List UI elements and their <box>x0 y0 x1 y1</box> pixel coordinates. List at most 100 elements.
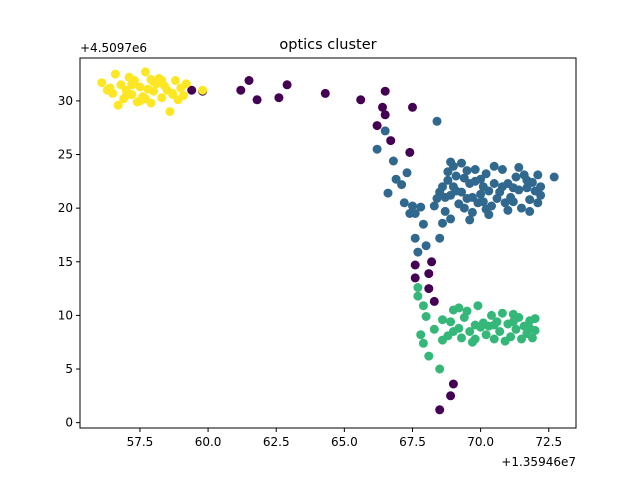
data-point <box>397 180 407 190</box>
data-point <box>522 183 532 193</box>
data-point <box>451 171 461 181</box>
data-point <box>113 100 123 110</box>
data-point <box>478 197 488 207</box>
data-point <box>446 317 456 327</box>
data-point <box>418 301 428 311</box>
y-tick-label: 5 <box>65 362 73 376</box>
data-point <box>386 136 396 146</box>
data-point <box>440 192 450 202</box>
y-tick-label: 0 <box>65 416 73 430</box>
data-point <box>465 327 475 336</box>
data-point <box>236 85 246 95</box>
data-point <box>462 166 472 176</box>
data-point <box>525 206 535 216</box>
x-tick-label: 65.0 <box>331 435 358 449</box>
data-point <box>489 334 499 344</box>
data-point <box>443 167 453 177</box>
data-point <box>413 247 423 257</box>
data-point <box>448 327 458 336</box>
data-point <box>424 351 434 361</box>
data-point <box>380 86 390 96</box>
data-point <box>522 175 532 185</box>
data-point <box>462 306 472 316</box>
data-point <box>497 182 507 192</box>
data-point <box>446 157 456 167</box>
data-point <box>435 233 445 243</box>
data-point <box>418 219 428 229</box>
data-point <box>149 77 159 87</box>
data-point <box>179 91 189 100</box>
data-point <box>470 334 480 344</box>
data-point <box>140 94 150 104</box>
data-point <box>198 85 208 95</box>
data-point <box>487 310 496 320</box>
data-point <box>549 172 559 182</box>
data-point <box>413 283 423 292</box>
data-point <box>481 204 491 214</box>
data-point <box>508 197 518 207</box>
data-point <box>157 76 167 85</box>
data-point <box>429 296 439 306</box>
data-point <box>170 76 180 85</box>
data-point <box>427 257 437 267</box>
y-tick-label: 20 <box>58 201 73 215</box>
data-point <box>378 102 387 112</box>
data-point <box>438 315 447 325</box>
plot-area-frame <box>79 57 577 429</box>
data-point <box>438 182 447 192</box>
chart-title: optics cluster <box>279 37 376 53</box>
data-point <box>157 93 167 103</box>
data-point <box>418 338 428 348</box>
data-point <box>105 83 115 93</box>
data-point <box>320 88 330 98</box>
data-point <box>506 332 516 342</box>
data-point <box>517 203 526 213</box>
x-tick-label: 60.0 <box>195 435 222 449</box>
data-point <box>536 182 546 192</box>
data-point <box>383 188 393 198</box>
data-point <box>514 162 524 172</box>
data-point <box>127 80 137 90</box>
data-point <box>446 214 456 224</box>
data-point <box>467 207 477 217</box>
data-point <box>484 186 494 196</box>
data-point <box>252 95 262 105</box>
data-point <box>495 327 505 336</box>
data-point <box>410 209 420 218</box>
x-tick-label: 72.5 <box>535 435 562 449</box>
data-point <box>459 203 469 213</box>
x-offset-label: +1.35946e7 <box>501 455 576 469</box>
data-point <box>244 76 254 85</box>
data-point <box>446 391 456 401</box>
data-point <box>410 233 420 243</box>
data-point <box>457 333 466 343</box>
data-point <box>429 201 439 211</box>
data-point <box>135 82 145 92</box>
data-point <box>533 198 543 208</box>
data-point <box>476 189 486 199</box>
data-point <box>410 260 420 270</box>
data-point <box>391 174 401 184</box>
data-point <box>416 330 426 340</box>
data-point <box>413 291 423 301</box>
data-point <box>508 317 518 327</box>
data-point <box>181 79 191 89</box>
data-point <box>424 284 434 294</box>
data-point <box>435 364 445 374</box>
x-tick-label: 67.5 <box>399 435 426 449</box>
data-point <box>481 330 491 340</box>
x-tick-label: 57.5 <box>127 435 154 449</box>
data-point <box>536 190 546 200</box>
data-point <box>508 183 518 193</box>
data-point <box>503 205 513 215</box>
data-point <box>533 170 543 180</box>
data-point <box>448 379 458 389</box>
data-point <box>476 174 486 184</box>
data-point <box>438 218 447 228</box>
data-point <box>467 192 477 202</box>
data-point <box>511 172 521 182</box>
data-point <box>497 165 507 174</box>
data-point <box>149 86 159 96</box>
data-point <box>457 158 466 168</box>
data-point <box>421 312 431 321</box>
